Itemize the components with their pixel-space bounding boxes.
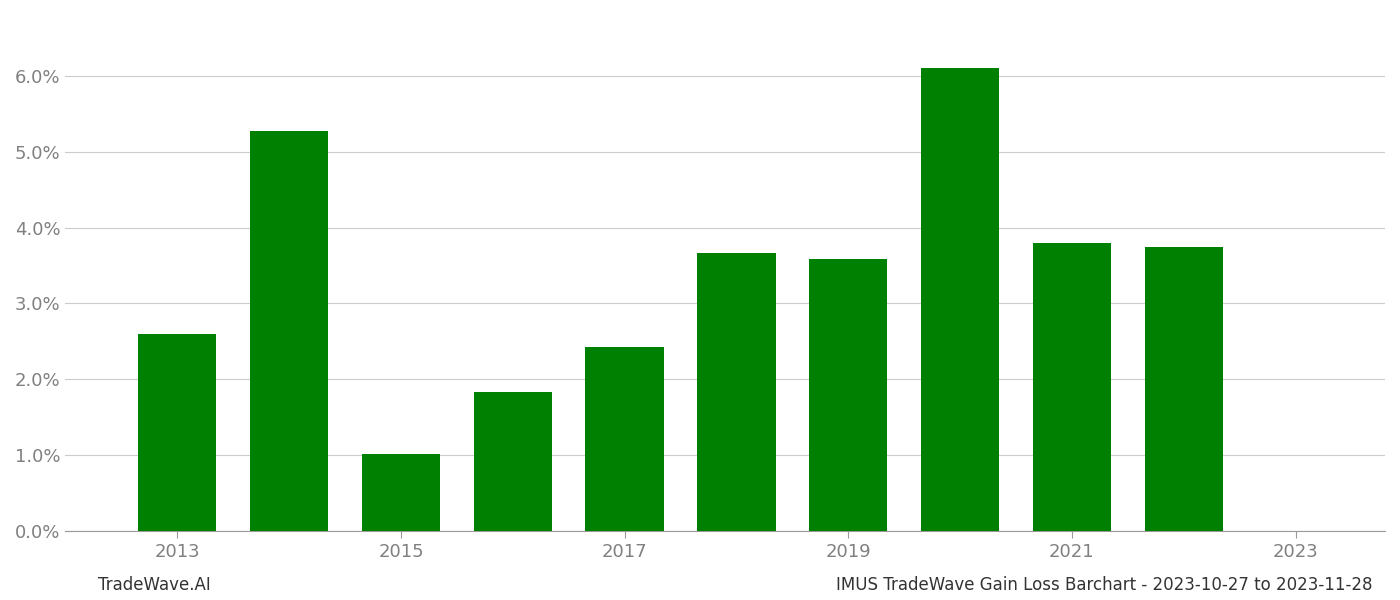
Bar xyxy=(361,454,440,531)
Bar xyxy=(473,392,552,531)
Bar xyxy=(1145,247,1222,531)
Bar xyxy=(585,347,664,531)
Bar xyxy=(139,334,217,531)
Bar xyxy=(921,68,1000,531)
Text: TradeWave.AI: TradeWave.AI xyxy=(98,576,211,594)
Bar xyxy=(251,131,328,531)
Bar xyxy=(1033,243,1112,531)
Bar xyxy=(809,259,888,531)
Text: IMUS TradeWave Gain Loss Barchart - 2023-10-27 to 2023-11-28: IMUS TradeWave Gain Loss Barchart - 2023… xyxy=(836,576,1372,594)
Bar xyxy=(697,253,776,531)
